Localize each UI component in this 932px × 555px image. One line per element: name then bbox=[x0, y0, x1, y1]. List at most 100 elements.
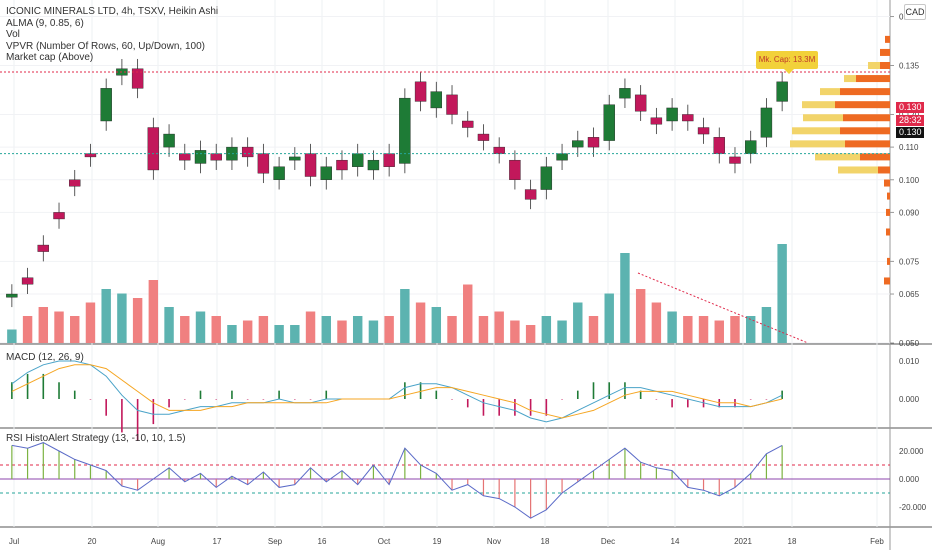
rsi-histogram-bar bbox=[199, 473, 202, 479]
x-tick-label: 18 bbox=[541, 537, 550, 546]
candle-body bbox=[760, 107, 773, 138]
x-tick-label: 19 bbox=[433, 537, 442, 546]
volume-bar bbox=[227, 325, 237, 343]
volume-bar bbox=[573, 302, 583, 343]
vpvr-down-bar bbox=[886, 208, 890, 216]
volume-bar bbox=[352, 316, 363, 343]
rsi-histogram-bar bbox=[184, 479, 186, 482]
macd-histogram-bar bbox=[73, 390, 76, 399]
price-tick-label: 0.120 bbox=[899, 110, 920, 119]
rsi-histogram-bar bbox=[357, 479, 359, 485]
macd-histogram-bar bbox=[592, 382, 595, 399]
rsi-histogram-bar bbox=[592, 470, 595, 479]
candle-body bbox=[697, 127, 710, 135]
rsi-tick-label: -20.000 bbox=[899, 503, 927, 512]
vpvr-down-bar bbox=[840, 88, 890, 96]
macd-histogram-bar bbox=[325, 390, 328, 399]
price-tick-label: 0.090 bbox=[899, 208, 920, 217]
price-tick-label: 0.065 bbox=[899, 290, 920, 299]
macd-histogram-bar bbox=[498, 399, 500, 416]
volume-bar bbox=[463, 284, 473, 343]
volume-bar bbox=[305, 311, 316, 343]
candle-body bbox=[682, 114, 694, 122]
candle-body bbox=[147, 127, 160, 171]
legend-vol: Vol bbox=[6, 29, 20, 40]
volume-bar bbox=[557, 320, 567, 343]
rsi-histogram-bar bbox=[58, 451, 60, 479]
vpvr-down-bar bbox=[860, 153, 890, 161]
candle-body bbox=[163, 133, 175, 148]
vpvr-down-bar bbox=[856, 75, 890, 83]
volume-bar bbox=[7, 329, 17, 343]
candle-body bbox=[304, 153, 317, 177]
candle-body bbox=[430, 91, 443, 109]
macd-histogram-bar bbox=[152, 399, 155, 425]
macd-label: MACD (12, 26, 9) bbox=[6, 352, 84, 363]
candle-body bbox=[509, 159, 521, 180]
volume-bar bbox=[620, 253, 630, 343]
macd-histogram-bar bbox=[215, 399, 218, 400]
macd-histogram-bar bbox=[89, 399, 92, 400]
x-tick-label: 20 bbox=[88, 537, 97, 546]
vpvr-up-bar bbox=[838, 166, 878, 174]
rsi-histogram-bar bbox=[137, 479, 139, 491]
axes: 0.1500.1350.1200.1100.1000.0900.0750.065… bbox=[9, 13, 927, 546]
price-tick-label: 0.100 bbox=[899, 176, 920, 185]
rsi-histogram-bar bbox=[545, 479, 547, 510]
rsi-tick-label: 20.000 bbox=[899, 447, 924, 456]
x-tick-label: Oct bbox=[378, 537, 391, 546]
rsi-histogram-bar bbox=[294, 479, 296, 485]
macd-histogram-bar bbox=[262, 399, 265, 400]
rsi-histogram-bar bbox=[309, 467, 312, 479]
volume-bar bbox=[132, 298, 143, 343]
volume-bar bbox=[211, 316, 221, 343]
rsi-histogram-bar bbox=[325, 479, 327, 482]
volume-bar bbox=[164, 307, 174, 343]
legend-alma: ALMA (9, 0.85, 6) bbox=[6, 17, 84, 29]
volume-bar bbox=[22, 316, 33, 343]
candle-body bbox=[273, 166, 285, 180]
candle-body bbox=[37, 244, 50, 252]
volume-bar bbox=[274, 325, 284, 343]
candle-body bbox=[367, 159, 380, 171]
rsi-histogram-bar bbox=[561, 479, 563, 493]
candle-body bbox=[131, 68, 144, 89]
vpvr-down-bar bbox=[835, 101, 890, 109]
candle-body bbox=[257, 153, 270, 174]
macd-histogram-bar bbox=[136, 399, 139, 441]
volume-bar bbox=[85, 302, 96, 343]
rsi-histogram-bar bbox=[42, 442, 44, 479]
candle-body bbox=[414, 81, 427, 102]
rsi-histogram-bar bbox=[624, 448, 626, 479]
rsi-histogram-bar bbox=[482, 479, 485, 496]
rsi-histogram-bar bbox=[451, 479, 453, 491]
vpvr-down-bar bbox=[887, 192, 890, 200]
candle-body bbox=[493, 146, 505, 154]
candle-body bbox=[634, 94, 647, 112]
macd-histogram-bar bbox=[576, 390, 579, 399]
signal-line bbox=[11, 364, 783, 419]
rsi-histogram-bar bbox=[419, 465, 422, 479]
macd-histogram-bar bbox=[482, 399, 485, 416]
macd-pane bbox=[11, 360, 783, 441]
volume-bar bbox=[667, 311, 677, 343]
vpvr-up-bar bbox=[790, 140, 845, 148]
x-tick-label: 18 bbox=[788, 537, 797, 546]
volume-bar bbox=[698, 316, 709, 343]
macd-histogram-bar bbox=[687, 399, 689, 408]
macd-histogram-bar bbox=[466, 399, 469, 408]
macd-histogram-bar bbox=[671, 399, 673, 408]
x-tick-label: Feb bbox=[870, 537, 884, 546]
volume-bar bbox=[195, 311, 206, 343]
volume-bar bbox=[180, 316, 190, 343]
volume-bar bbox=[761, 307, 772, 343]
currency-button[interactable]: CAD bbox=[904, 4, 926, 20]
macd-histogram-bar bbox=[294, 399, 296, 400]
volume-bar bbox=[337, 320, 347, 343]
vpvr-down-bar bbox=[887, 257, 890, 265]
macd-histogram-bar bbox=[608, 382, 611, 399]
volume-bar bbox=[148, 280, 159, 343]
price-tick-label: 0.110 bbox=[899, 143, 919, 152]
x-tick-label: Jul bbox=[9, 537, 19, 546]
